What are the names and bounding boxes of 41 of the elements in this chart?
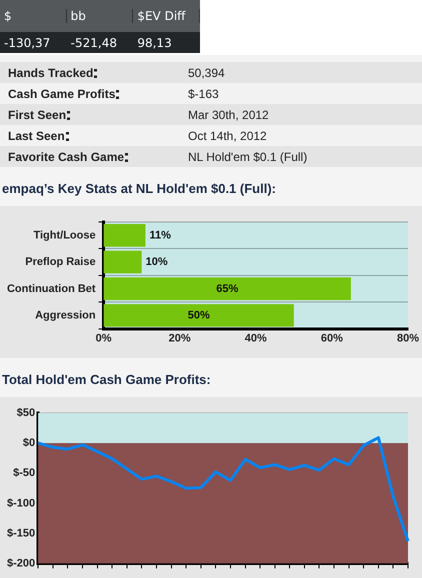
category-label: Last Seen xyxy=(8,128,65,142)
chart-title: empaq’s Key Stats at NL Hold'em $0.1 (Full): xyxy=(0,167,422,206)
bar xyxy=(104,304,294,327)
y-tick-label: $-200 xyxy=(6,557,36,570)
x-tick-label: 0% xyxy=(96,332,112,344)
x-tick-label: 60% xyxy=(320,332,344,344)
category-label: bb xyxy=(66,9,134,23)
chart-title: Total Hold'em Cash Game Profits: xyxy=(0,358,422,397)
y-tick-label: $-150 xyxy=(6,527,36,540)
text: 98,13 xyxy=(137,36,172,50)
text: 50,394 xyxy=(188,66,225,80)
data-label: 50% xyxy=(188,309,210,322)
text: Mar 30th, 2012 xyxy=(188,108,269,122)
text: -521,48 xyxy=(70,36,117,50)
category-label: Cash Game Profits xyxy=(8,86,116,100)
text: Oct 14th, 2012 xyxy=(188,128,267,142)
x-tick-label: 80% xyxy=(396,332,420,344)
y-tick-label: Continuation Bet xyxy=(6,282,96,295)
text: NL Hold'em $0.1 (Full) xyxy=(188,150,308,164)
x-tick-label: 40% xyxy=(244,332,268,344)
category-label: Hands Tracked xyxy=(8,66,94,80)
y-tick-label: Aggression xyxy=(35,309,96,322)
category-label: $ xyxy=(0,9,67,23)
bar xyxy=(104,277,351,300)
category-label: Favorite Cash Game xyxy=(8,150,124,164)
bar xyxy=(104,224,146,247)
y-tick-label: $-100 xyxy=(6,497,36,510)
y-tick-label: $50 xyxy=(16,407,36,420)
text: $-163 xyxy=(188,86,219,100)
data-label: 11% xyxy=(149,229,172,242)
y-tick-label: Tight/Loose xyxy=(33,229,96,242)
y-tick-label: Preflop Raise xyxy=(25,256,96,268)
data-label: 65% xyxy=(216,282,238,295)
text: -130,37 xyxy=(4,36,50,50)
category-label: $EV Diff xyxy=(133,9,200,23)
category-label: First Seen xyxy=(8,108,66,122)
data-label: 10% xyxy=(146,256,168,268)
x-tick-label: 20% xyxy=(168,332,191,344)
y-tick-label: $0 xyxy=(22,437,36,450)
bar xyxy=(104,250,142,274)
y-tick-label: $-50 xyxy=(13,467,36,480)
